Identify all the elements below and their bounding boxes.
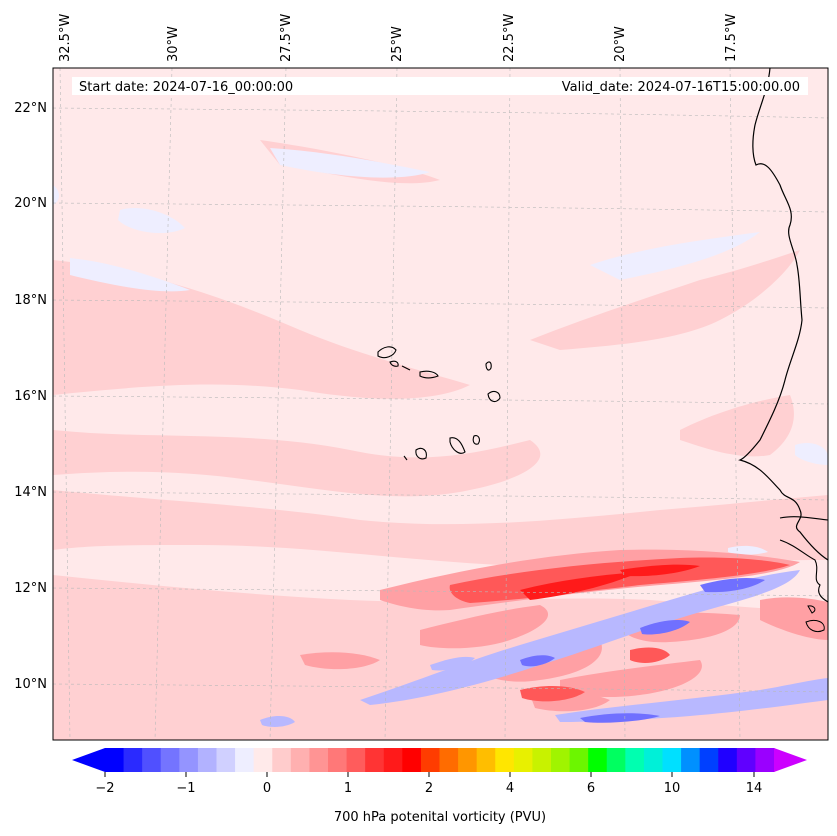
colorbar-segment — [439, 748, 459, 772]
colorbar-segment — [142, 748, 162, 772]
colorbar-tick-14: 14 — [746, 781, 763, 796]
colorbar: −2 −1 0 1 2 4 6 10 14 700 hPa potenital … — [72, 748, 807, 825]
lat-label-16n: 16°N — [14, 389, 47, 404]
colorbar-tick-neg1: −1 — [176, 781, 195, 796]
map-frame — [52, 67, 829, 741]
map-area — [53, 68, 828, 740]
colorbar-segment — [643, 748, 664, 772]
colorbar-segment — [662, 748, 682, 772]
colorbar-ticks: −2 −1 0 1 2 4 6 10 14 — [95, 772, 762, 796]
bijagos-islands — [805, 605, 825, 633]
colorbar-extend-low — [72, 748, 105, 772]
guinea-bissau-coastline — [779, 539, 828, 603]
colorbar-tick-1: 1 — [344, 781, 352, 796]
colorbar-segment — [105, 748, 125, 772]
pv-weak-negative-contours — [53, 148, 828, 555]
colorbar-segment — [290, 748, 311, 772]
colorbar-segment — [253, 748, 273, 772]
colorbar-segment — [755, 748, 775, 772]
colorbar-segment — [699, 748, 719, 772]
latitude-labels: 22°N 20°N 18°N 16°N 14°N 12°N 10°N — [14, 101, 47, 692]
colorbar-segment — [402, 748, 422, 772]
colorbar-segment — [235, 748, 255, 772]
pv-strong-negative-contours — [520, 577, 765, 723]
lat-label-14n: 14°N — [14, 485, 47, 500]
colorbar-segment — [272, 748, 292, 772]
lat-label-12n: 12°N — [14, 581, 47, 596]
colorbar-segment — [383, 748, 403, 772]
lon-label-32-5w: 32.5°W — [58, 14, 73, 62]
lon-label-27-5w: 27.5°W — [279, 14, 294, 62]
colorbar-segment — [606, 748, 626, 772]
cape-verde-islands — [377, 346, 501, 461]
colorbar-segment — [197, 748, 218, 772]
colorbar-tick-4: 4 — [506, 781, 514, 796]
colorbar-segment — [736, 748, 757, 772]
pv-moderate-negative-contours — [260, 570, 828, 727]
colorbar-label: 700 hPa potenital vorticity (PVU) — [334, 810, 546, 825]
colorbar-segment — [458, 748, 478, 772]
colorbar-extend-high — [774, 748, 807, 772]
lon-label-30w: 30°W — [166, 26, 181, 62]
colorbar-tick-6: 6 — [587, 781, 595, 796]
colorbar-segment — [588, 748, 608, 772]
lat-label-20n: 20°N — [14, 196, 47, 211]
valid-date-text: Valid_date: 2024-07-16T15:00:00.00 — [562, 80, 800, 95]
colorbar-segment — [569, 748, 589, 772]
colorbar-segment — [160, 748, 180, 772]
colorbar-segment — [309, 748, 329, 772]
top-longitude-labels: 32.5°W 30°W 27.5°W 25°W 22.5°W 20°W 17.5… — [58, 14, 739, 62]
colorbar-segment — [513, 748, 534, 772]
colorbar-segment — [625, 748, 645, 772]
colorbar-segments — [105, 748, 775, 772]
colorbar-segment — [495, 748, 515, 772]
date-banner — [72, 77, 808, 95]
gambia-coastline — [779, 516, 828, 521]
colorbar-segment — [681, 748, 701, 772]
lon-label-22-5w: 22.5°W — [502, 14, 517, 62]
lat-label-18n: 18°N — [14, 293, 47, 308]
colorbar-tick-2: 2 — [425, 781, 433, 796]
colorbar-segment — [551, 748, 571, 772]
colorbar-segment — [216, 748, 236, 772]
lat-label-10n: 10°N — [14, 677, 47, 692]
colorbar-tick-neg2: −2 — [95, 781, 114, 796]
colorbar-segment — [346, 748, 366, 772]
colorbar-segment — [476, 748, 496, 772]
colorbar-segment — [179, 748, 199, 772]
colorbar-segment — [718, 748, 738, 772]
colorbar-tick-0: 0 — [263, 781, 271, 796]
lat-label-22n: 22°N — [14, 101, 47, 116]
colorbar-segment — [532, 748, 552, 772]
colorbar-segment — [365, 748, 385, 772]
lon-label-17-5w: 17.5°W — [724, 14, 739, 62]
lon-label-20w: 20°W — [613, 26, 628, 62]
colorbar-segment — [123, 748, 143, 772]
graticule — [53, 68, 828, 740]
start-date-text: Start date: 2024-07-16_00:00:00 — [79, 80, 293, 95]
colorbar-tick-10: 10 — [664, 781, 681, 796]
colorbar-segment — [420, 748, 441, 772]
lon-label-25w: 25°W — [390, 26, 405, 62]
west-africa-coastline — [738, 68, 828, 561]
colorbar-segment — [328, 748, 348, 772]
pv-max-positive-contours — [520, 564, 700, 600]
